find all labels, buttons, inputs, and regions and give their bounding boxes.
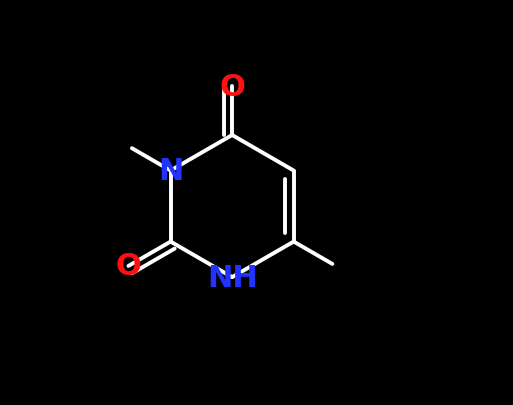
- Text: NH: NH: [207, 263, 258, 292]
- Text: O: O: [219, 72, 245, 102]
- Text: O: O: [115, 252, 142, 281]
- Text: N: N: [158, 157, 183, 185]
